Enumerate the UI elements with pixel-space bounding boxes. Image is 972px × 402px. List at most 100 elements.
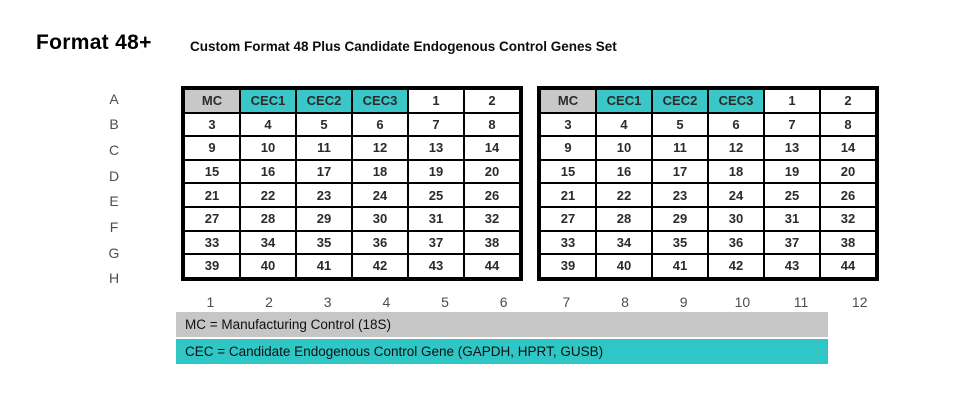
plate-cell: 28: [595, 205, 653, 232]
plate-cell: 24: [351, 182, 409, 208]
plate-cell: 20: [463, 158, 522, 185]
plate-cell: 39: [538, 253, 597, 280]
plate-cell: 40: [239, 253, 297, 280]
column-label: 3: [323, 294, 332, 310]
page-subtitle: Custom Format 48 Plus Candidate Endogeno…: [190, 39, 617, 54]
column-label: 11: [793, 294, 809, 310]
plate-cell: 36: [351, 229, 409, 256]
plate-cell: 7: [763, 111, 821, 138]
plate-cell: 8: [819, 111, 878, 138]
plate-cell: 2: [819, 87, 878, 114]
plate-cell: 29: [651, 205, 709, 232]
plate-cell: 42: [707, 253, 765, 280]
plate-block-right: MC CEC1 CEC2 CEC3 1 2 3 4 5 6 7 8 9 10 11 12 13 14 15 16 17 1…: [537, 86, 879, 281]
plate-cell: 25: [763, 182, 821, 208]
plate-cell: 20: [819, 158, 878, 185]
row-label: C: [108, 142, 120, 159]
row-label: B: [109, 116, 119, 133]
row-label: F: [109, 218, 119, 235]
plate-cell: 41: [295, 253, 353, 280]
plate-cell: 17: [295, 158, 353, 185]
plate-cell: 15: [182, 158, 241, 185]
column-label: 8: [621, 294, 629, 310]
plate-cell: 3: [182, 111, 241, 138]
plate-cell: 5: [295, 111, 353, 138]
plate-cell: 31: [763, 205, 821, 232]
plate-cell: 6: [707, 111, 765, 138]
plate-column-labels-right: 7 8 9 10 11 12: [537, 294, 889, 310]
plate-cell: 35: [295, 229, 353, 256]
plate-cell: 4: [595, 111, 653, 138]
plate-cell: 32: [819, 205, 878, 232]
column-label: 5: [441, 294, 449, 310]
column-label: 9: [679, 294, 688, 310]
plate-cell: 24: [707, 182, 765, 208]
plate-cell: 41: [651, 253, 709, 280]
column-label: 12: [851, 294, 868, 310]
legend-cec-text: CEC = Candidate Endogenous Control Gene …: [185, 344, 604, 359]
plate-block-left: MC CEC1 CEC2 CEC3 1 2 3 4 5 6 7 8 9 10 11 12 13 14 15 16 17 1…: [181, 86, 523, 281]
plate-cell: 13: [763, 135, 821, 161]
legend-cec-bar: CEC = Candidate Endogenous Control Gene …: [176, 339, 828, 364]
plate-cell: 22: [595, 182, 653, 208]
plate-cell: 1: [407, 87, 465, 114]
plate-cell: 44: [819, 253, 878, 280]
plate-cell: 34: [239, 229, 297, 256]
plate-cell: CEC1: [239, 87, 297, 114]
plate-cell: 14: [819, 135, 878, 161]
plate-cell: 32: [463, 205, 522, 232]
plate-cell: 14: [463, 135, 522, 161]
legend-mc-bar: MC = Manufacturing Control (18S): [176, 312, 828, 337]
plate-cell: 18: [707, 158, 765, 185]
plate-cell: 33: [538, 229, 597, 256]
plate-cell: 39: [182, 253, 241, 280]
plate-cell: 7: [407, 111, 465, 138]
plate-cell: MC: [182, 87, 241, 114]
plate-cell: 6: [351, 111, 409, 138]
plate-cell: 3: [538, 111, 597, 138]
plate-cell: 12: [707, 135, 765, 161]
plate-cell: 30: [351, 205, 409, 232]
plate-cell: 23: [295, 182, 353, 208]
row-label: G: [108, 244, 120, 261]
plate-cell: CEC2: [295, 87, 353, 114]
plate-cell: 31: [407, 205, 465, 232]
column-label: 2: [265, 294, 273, 310]
column-label: 4: [382, 294, 391, 310]
plate-cell: 19: [763, 158, 821, 185]
plate-cell: 35: [651, 229, 709, 256]
plate-cell: 33: [182, 229, 241, 256]
plate-table-right: MC CEC1 CEC2 CEC3 1 2 3 4 5 6 7 8 9 10 11 12 13 14 15 16 17 1…: [537, 86, 879, 281]
plate-cell: 27: [538, 205, 597, 232]
plate-cell: 26: [463, 182, 522, 208]
plate-cell: 19: [407, 158, 465, 185]
plate-cell: 42: [351, 253, 409, 280]
plate-cell: 17: [651, 158, 709, 185]
plate-cell: CEC3: [351, 87, 409, 114]
column-label: 10: [734, 294, 751, 310]
row-label: A: [109, 90, 119, 107]
plate-cell: 4: [239, 111, 297, 138]
plate-cell: 36: [707, 229, 765, 256]
plate-cell: 38: [463, 229, 522, 256]
plate-cell: 25: [407, 182, 465, 208]
plate-cell: 18: [351, 158, 409, 185]
plate-cell: 23: [651, 182, 709, 208]
plate-cell: 10: [595, 135, 653, 161]
plate-cell: 8: [463, 111, 522, 138]
legend: MC = Manufacturing Control (18S) CEC = C…: [176, 312, 828, 366]
legend-mc-text: MC = Manufacturing Control (18S): [185, 317, 391, 332]
plate-column-labels-left: 1 2 3 4 5 6: [181, 294, 533, 310]
plate-cell: 21: [538, 182, 597, 208]
plate-cell: 11: [651, 135, 709, 161]
plate-cell: 27: [182, 205, 241, 232]
plate-cell: 43: [407, 253, 465, 280]
plate-cell: 28: [239, 205, 297, 232]
column-label: 6: [499, 294, 508, 310]
row-label: E: [109, 193, 119, 210]
plate-cell: 37: [407, 229, 465, 256]
plate-cell: 16: [595, 158, 653, 185]
plate-cell: 13: [407, 135, 465, 161]
